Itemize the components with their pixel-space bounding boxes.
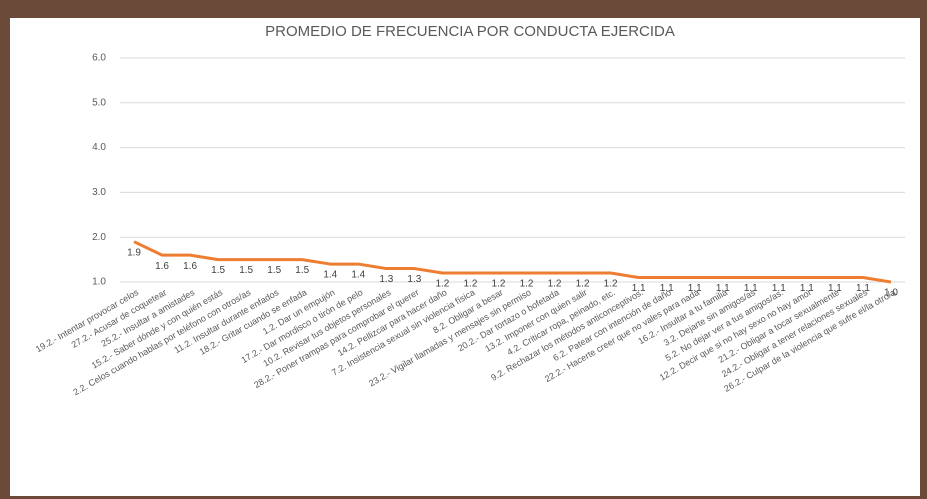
- data-label: 1.9: [127, 247, 141, 258]
- data-label: 1.2: [463, 279, 477, 290]
- data-label: 1.5: [295, 265, 309, 276]
- data-label: 1.2: [435, 279, 449, 290]
- data-label: 1.1: [744, 283, 758, 294]
- data-label: 1.1: [688, 283, 702, 294]
- data-label: 1.2: [492, 279, 506, 290]
- y-tick-label: 1.0: [92, 277, 106, 288]
- data-label: 1.1: [856, 283, 870, 294]
- data-label: 1.1: [716, 283, 730, 294]
- data-label: 1.1: [828, 283, 842, 294]
- data-label: 1.5: [211, 265, 225, 276]
- data-label: 1.1: [660, 283, 674, 294]
- data-label: 1.3: [379, 274, 393, 285]
- page: {"chart_data": {"type": "line", "title":…: [0, 0, 927, 499]
- data-label: 1.6: [155, 261, 169, 272]
- data-label: 1.1: [800, 283, 814, 294]
- y-tick-label: 3.0: [92, 187, 106, 198]
- y-tick-label: 4.0: [92, 142, 106, 153]
- chart-background: [10, 18, 920, 496]
- data-label: 1.2: [576, 279, 590, 290]
- data-label: 1.4: [323, 270, 337, 281]
- data-label: 1.0: [884, 288, 898, 299]
- data-label: 1.2: [548, 279, 562, 290]
- data-label: 1.6: [183, 261, 197, 272]
- y-tick-label: 6.0: [92, 53, 106, 64]
- data-label: 1.5: [239, 265, 253, 276]
- y-tick-label: 2.0: [92, 232, 106, 243]
- data-label: 1.3: [407, 274, 421, 285]
- data-label: 1.1: [632, 283, 646, 294]
- data-label: 1.2: [604, 279, 618, 290]
- y-tick-label: 5.0: [92, 97, 106, 108]
- chart-title: PROMEDIO DE FRECUENCIA POR CONDUCTA EJER…: [265, 23, 675, 40]
- chart: PROMEDIO DE FRECUENCIA POR CONDUCTA EJER…: [0, 0, 927, 499]
- data-label: 1.5: [267, 265, 281, 276]
- data-label: 1.2: [520, 279, 534, 290]
- data-label: 1.4: [351, 270, 365, 281]
- data-label: 1.1: [772, 283, 786, 294]
